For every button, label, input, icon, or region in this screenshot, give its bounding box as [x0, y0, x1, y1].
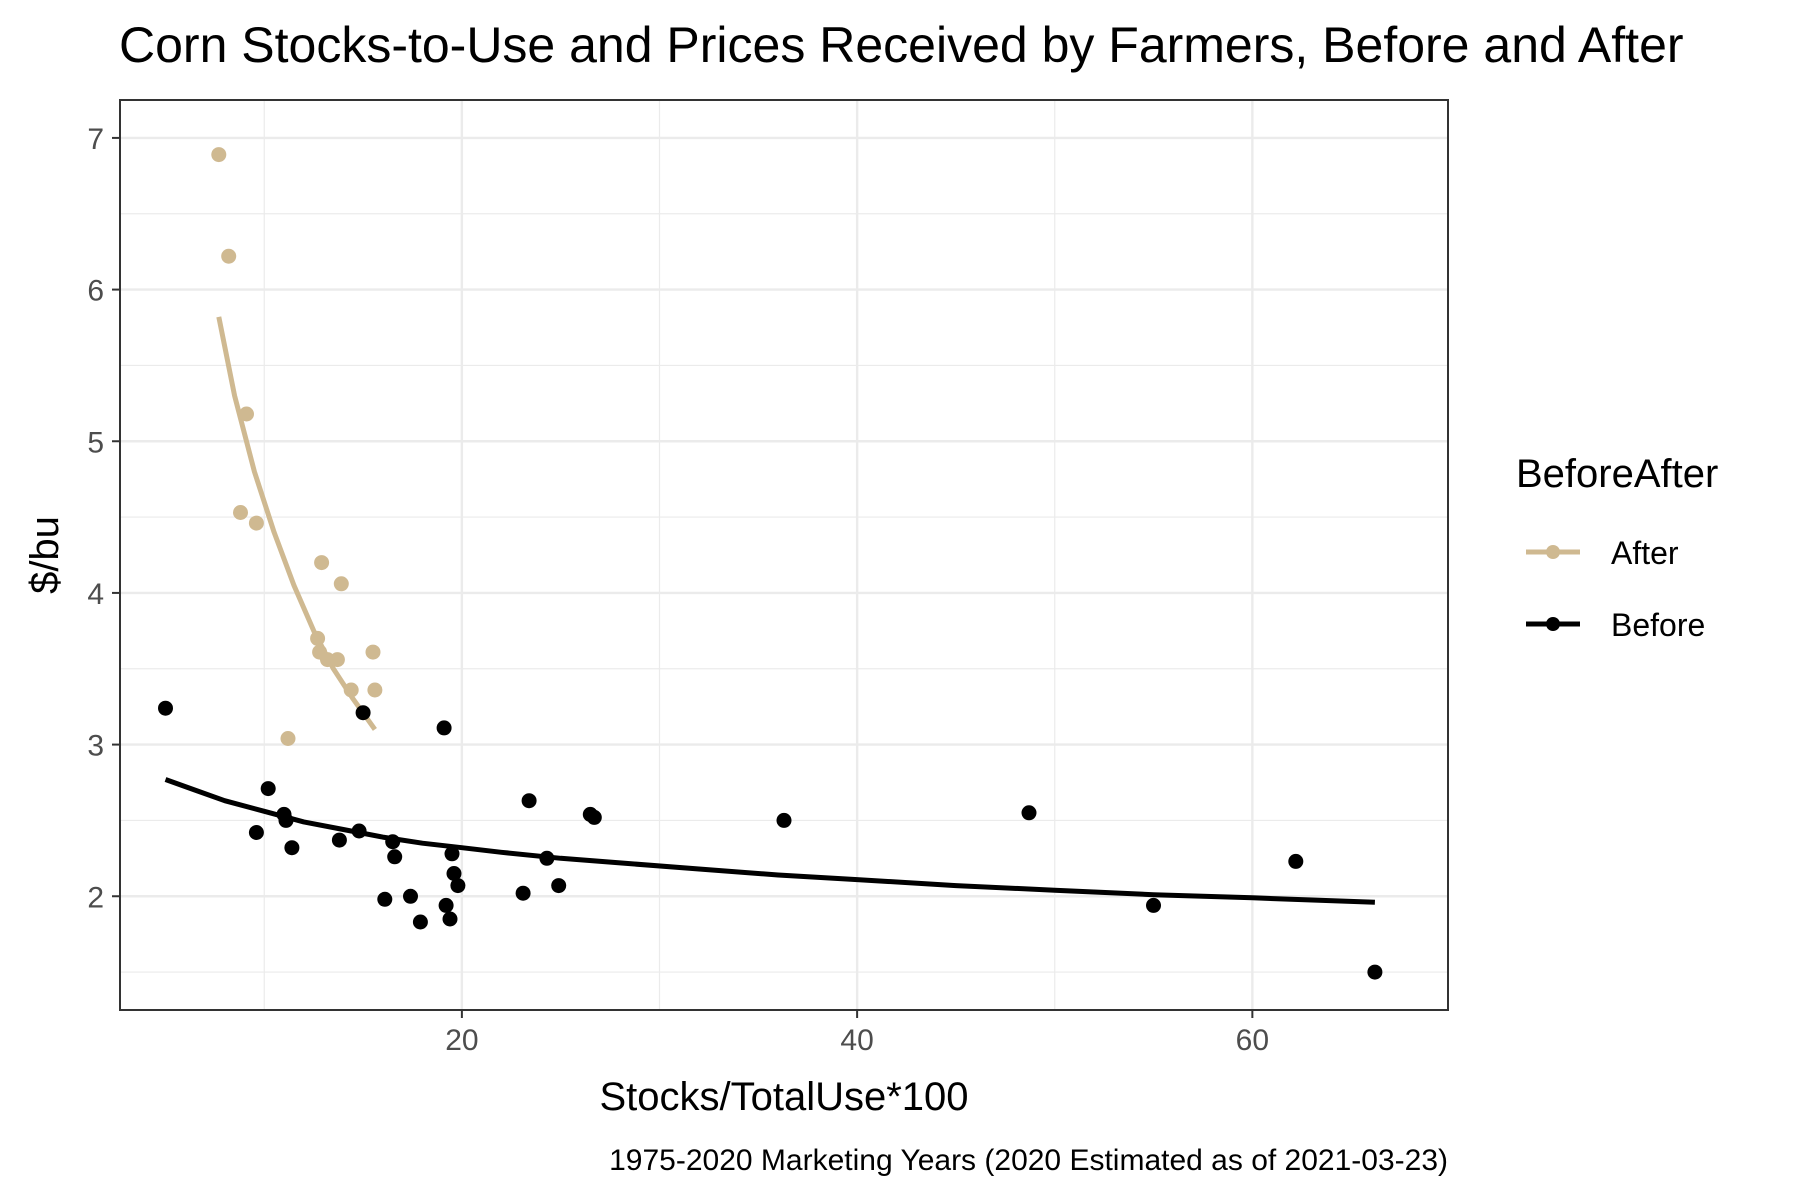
- x-tick-label: 40: [840, 1024, 873, 1057]
- data-point-before: [260, 781, 276, 797]
- y-axis-title: $/bu: [23, 516, 67, 594]
- data-point-before: [515, 885, 531, 901]
- plot-panel-background: [120, 100, 1448, 1010]
- data-point-before: [377, 891, 393, 907]
- data-point-before: [385, 834, 401, 850]
- x-axis-title: Stocks/TotalUse*100: [599, 1075, 968, 1119]
- data-point-before: [521, 793, 537, 809]
- legend-item-before: Before: [1526, 607, 1705, 643]
- data-point-after: [367, 682, 383, 698]
- data-point-before: [586, 809, 602, 825]
- data-point-after: [248, 515, 264, 531]
- data-point-before: [446, 866, 462, 881]
- data-point-after: [329, 652, 345, 668]
- data-point-before: [1288, 853, 1304, 869]
- data-point-before: [776, 812, 792, 828]
- x-axis-ticks: 20 40 60: [445, 1010, 1269, 1057]
- plot-panel-border: [119, 99, 1449, 1011]
- data-point-before: [403, 888, 418, 904]
- data-point-before: [1146, 897, 1161, 913]
- data-point-before: [450, 878, 466, 894]
- x-tick-label: 20: [445, 1024, 478, 1057]
- y-axis-ticks: 2 3 4 5 6 7: [87, 123, 120, 914]
- y-tick-label: 6: [87, 275, 104, 308]
- legend-title: BeforeAfter: [1516, 452, 1718, 496]
- data-point-before: [284, 840, 300, 856]
- legend-label-before: Before: [1611, 607, 1705, 643]
- data-point-after: [333, 576, 349, 592]
- data-point-before: [444, 846, 460, 862]
- data-point-before: [1367, 964, 1383, 980]
- legend-item-after: After: [1526, 535, 1679, 571]
- data-point-before: [438, 897, 454, 913]
- data-point-after: [211, 147, 227, 163]
- chart-title: Corn Stocks-to-Use and Prices Received b…: [119, 17, 1684, 73]
- data-point-after: [310, 630, 326, 646]
- data-points: [158, 147, 1383, 980]
- y-tick-label: 7: [87, 123, 104, 156]
- data-point-after: [233, 505, 248, 520]
- legend-key-point-before: [1546, 617, 1560, 631]
- data-point-before: [278, 812, 294, 828]
- data-point-after: [239, 406, 254, 422]
- y-tick-label: 4: [87, 578, 104, 611]
- y-tick-label: 3: [87, 730, 104, 763]
- data-point-after: [343, 682, 359, 698]
- y-tick-label: 5: [87, 426, 104, 459]
- data-point-before: [436, 720, 452, 736]
- data-point-before: [442, 911, 458, 927]
- x-tick-label: 60: [1236, 1024, 1269, 1057]
- minor-gridlines: [120, 100, 1448, 1010]
- data-point-before: [158, 700, 173, 716]
- data-point-after: [280, 731, 296, 746]
- data-point-before: [412, 914, 428, 930]
- data-point-before: [387, 849, 403, 865]
- data-point-after: [365, 644, 381, 660]
- data-point-after: [314, 555, 330, 571]
- legend-key-point-after: [1546, 545, 1560, 559]
- legend-label-after: After: [1611, 535, 1679, 571]
- data-point-before: [1021, 805, 1037, 821]
- data-point-before: [355, 705, 371, 721]
- data-point-before: [539, 850, 555, 866]
- data-point-before: [331, 832, 347, 848]
- data-point-before: [551, 878, 567, 894]
- data-point-after: [221, 248, 237, 264]
- trend-line-before: [164, 777, 1375, 905]
- major-gridlines: [120, 100, 1448, 1010]
- y-tick-label: 2: [87, 881, 104, 914]
- data-point-before: [351, 823, 367, 839]
- legend: BeforeAfter After Before: [1516, 452, 1718, 643]
- data-point-before: [248, 825, 264, 840]
- chart-caption: 1975-2020 Marketing Years (2020 Estimate…: [609, 1144, 1448, 1177]
